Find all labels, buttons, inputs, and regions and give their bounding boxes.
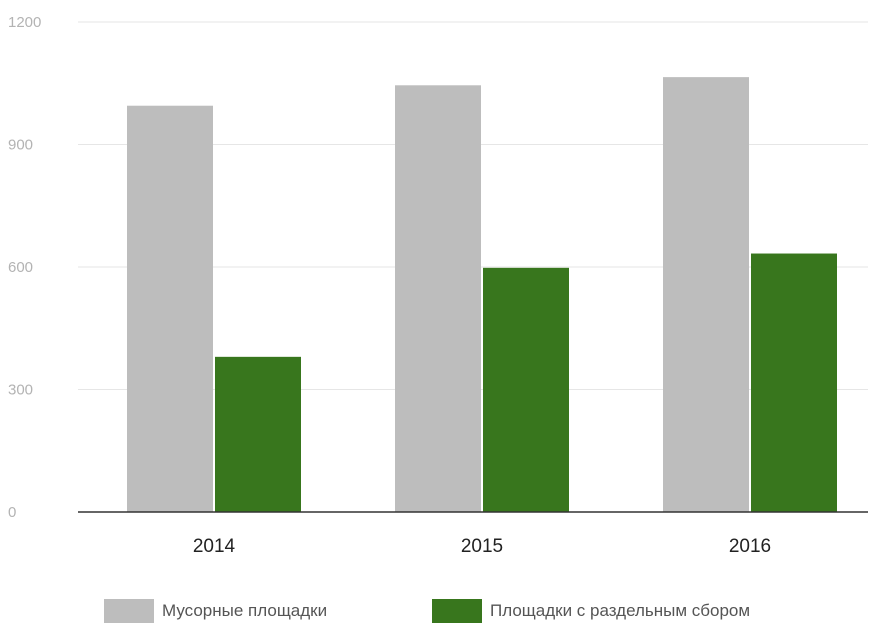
legend-label: Мусорные площадки xyxy=(162,601,327,620)
y-tick-label: 600 xyxy=(8,259,33,276)
bar-2014-series-1 xyxy=(127,105,213,512)
legend-swatch xyxy=(104,599,154,623)
bar-2014-series-2 xyxy=(215,356,301,512)
bar-2016-series-1 xyxy=(663,77,749,512)
legend-swatch xyxy=(432,599,482,623)
y-tick-label: 0 xyxy=(8,504,16,521)
y-tick-label: 300 xyxy=(8,382,33,399)
bar-2015-series-1 xyxy=(395,85,481,513)
y-tick-label: 900 xyxy=(8,137,33,154)
y-axis-ticks: 0 300 600 900 1200 xyxy=(8,14,41,521)
bar-2015-series-2 xyxy=(483,267,569,512)
legend: Мусорные площадки Площадки с раздельным с… xyxy=(104,599,750,623)
bars xyxy=(127,77,837,513)
y-tick-label: 1200 xyxy=(8,14,41,31)
legend-label: Площадки с раздельным сбором xyxy=(490,601,750,620)
x-tick-label: 2015 xyxy=(461,536,503,557)
x-axis-ticks: 2014 2015 2016 xyxy=(193,536,771,557)
bar-2016-series-2 xyxy=(751,253,837,512)
x-tick-label: 2014 xyxy=(193,536,236,557)
x-tick-label: 2016 xyxy=(729,536,771,557)
